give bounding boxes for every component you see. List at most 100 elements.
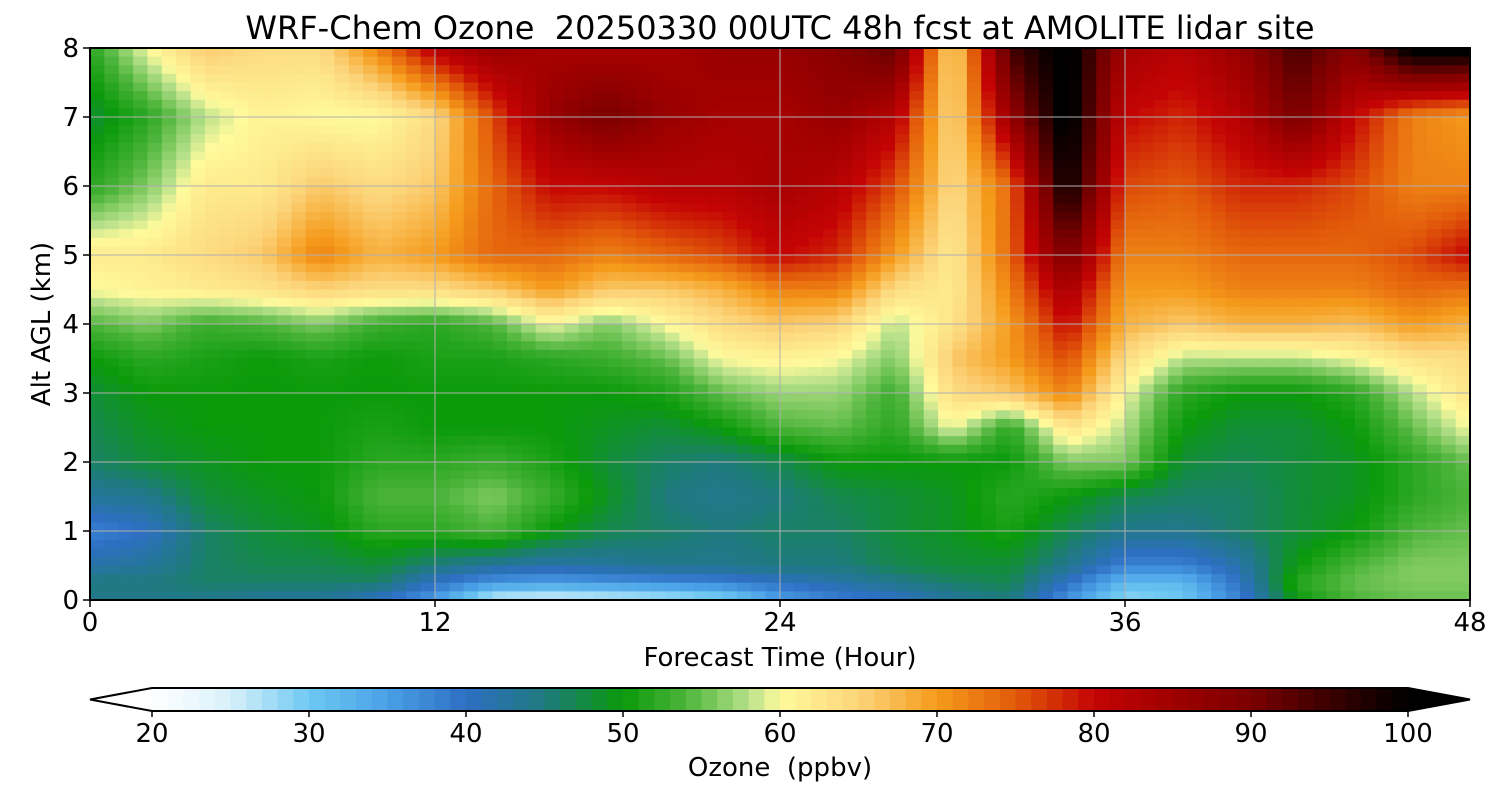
heatmap-cell <box>1024 349 1040 360</box>
heatmap-cell <box>391 341 407 351</box>
heatmap-cell <box>435 99 450 109</box>
heatmap-cell <box>1010 151 1025 161</box>
heatmap-cell <box>1168 108 1184 118</box>
heatmap-cell <box>751 367 767 377</box>
heatmap-cell <box>1398 427 1414 437</box>
heatmap-cell <box>736 160 752 170</box>
heatmap-cell <box>765 246 781 256</box>
heatmap-cell <box>1081 332 1097 342</box>
heatmap-cell <box>981 125 997 135</box>
heatmap-cell <box>1211 229 1227 239</box>
heatmap-cell <box>161 401 177 411</box>
heatmap-cell <box>1225 358 1241 368</box>
heatmap-cell <box>1125 168 1140 178</box>
heatmap-cell <box>463 125 479 135</box>
heatmap-cell <box>564 73 580 84</box>
heatmap-cell <box>262 237 278 247</box>
heatmap-cell <box>1355 453 1370 463</box>
heatmap-cell <box>679 48 695 58</box>
heatmap-cell <box>823 298 839 308</box>
heatmap-cell <box>1168 272 1184 282</box>
heatmap-cell <box>190 151 206 161</box>
heatmap-cell <box>205 151 220 161</box>
heatmap-cell <box>736 280 752 291</box>
heatmap-cell <box>535 306 551 316</box>
heatmap-cell <box>334 341 350 351</box>
heatmap-cell <box>90 367 105 377</box>
heatmap-cell <box>708 427 724 437</box>
heatmap-cell <box>621 125 637 135</box>
heatmap-cell <box>693 134 709 144</box>
heatmap-cell <box>521 255 537 265</box>
heatmap-cell <box>276 272 292 282</box>
heatmap-cell <box>693 220 709 230</box>
heatmap-cell <box>995 91 1011 101</box>
heatmap-cell <box>550 229 565 239</box>
heatmap-cell <box>1081 479 1097 489</box>
heatmap-cell <box>506 82 522 92</box>
heatmap-cell <box>348 332 364 342</box>
heatmap-cell <box>233 410 249 420</box>
heatmap-cell <box>550 375 565 385</box>
heatmap-cell <box>1412 142 1428 153</box>
heatmap-cell <box>1139 349 1155 360</box>
heatmap-cell <box>636 220 652 230</box>
heatmap-cell <box>895 73 910 84</box>
heatmap-cell <box>478 479 494 489</box>
heatmap-cell <box>621 332 637 342</box>
heatmap-cell <box>880 134 896 144</box>
heatmap-cell <box>478 108 494 118</box>
heatmap-cell <box>808 56 824 66</box>
heatmap-cell <box>1139 280 1155 291</box>
heatmap-cell <box>463 142 479 153</box>
heatmap-cell <box>305 453 321 463</box>
heatmap-cell <box>1340 65 1356 75</box>
heatmap-cell <box>1196 401 1212 411</box>
heatmap-cell <box>909 186 925 196</box>
heatmap-cell <box>1426 263 1442 273</box>
heatmap-cell <box>535 393 551 403</box>
heatmap-cell <box>550 427 565 437</box>
heatmap-cell <box>1196 99 1212 109</box>
heatmap-cell <box>478 203 494 213</box>
heatmap-cell <box>751 436 767 446</box>
heatmap-cell <box>564 280 580 291</box>
heatmap-cell <box>291 203 307 213</box>
heatmap-cell <box>363 332 379 342</box>
heatmap-cell <box>837 263 853 273</box>
heatmap-cell <box>420 125 436 135</box>
heatmap-cell <box>334 65 350 75</box>
heatmap-cell <box>1297 315 1313 325</box>
heatmap-cell <box>248 384 264 394</box>
heatmap-cell <box>147 108 163 118</box>
heatmap-cell <box>808 194 824 204</box>
heatmap-cell <box>1225 306 1241 316</box>
heatmap-cell <box>578 91 594 101</box>
heatmap-cell <box>722 91 738 101</box>
heatmap-cell <box>1182 332 1198 342</box>
heatmap-cell <box>521 401 537 411</box>
heatmap-cell <box>1340 177 1356 187</box>
heatmap-cell <box>1153 384 1169 394</box>
heatmap-cell <box>1067 91 1083 101</box>
heatmap-cell <box>1340 220 1356 230</box>
heatmap-cell <box>722 186 738 196</box>
heatmap-cell <box>550 211 565 222</box>
heatmap-cell <box>305 246 321 256</box>
heatmap-cell <box>90 255 105 265</box>
heatmap-cell <box>1297 211 1313 222</box>
heatmap-cell <box>506 410 522 420</box>
heatmap-cell <box>693 349 709 360</box>
heatmap-cell <box>981 487 997 498</box>
heatmap-cell <box>981 177 997 187</box>
heatmap-cell <box>1110 142 1126 153</box>
heatmap-cell <box>276 280 292 291</box>
heatmap-cell <box>161 375 177 385</box>
heatmap-cell <box>492 444 508 454</box>
heatmap-cell <box>1383 462 1399 472</box>
heatmap-cell <box>650 479 666 489</box>
heatmap-cell <box>320 367 335 377</box>
heatmap-cell <box>837 280 853 291</box>
heatmap-cell <box>233 65 249 75</box>
heatmap-cell <box>679 82 695 92</box>
